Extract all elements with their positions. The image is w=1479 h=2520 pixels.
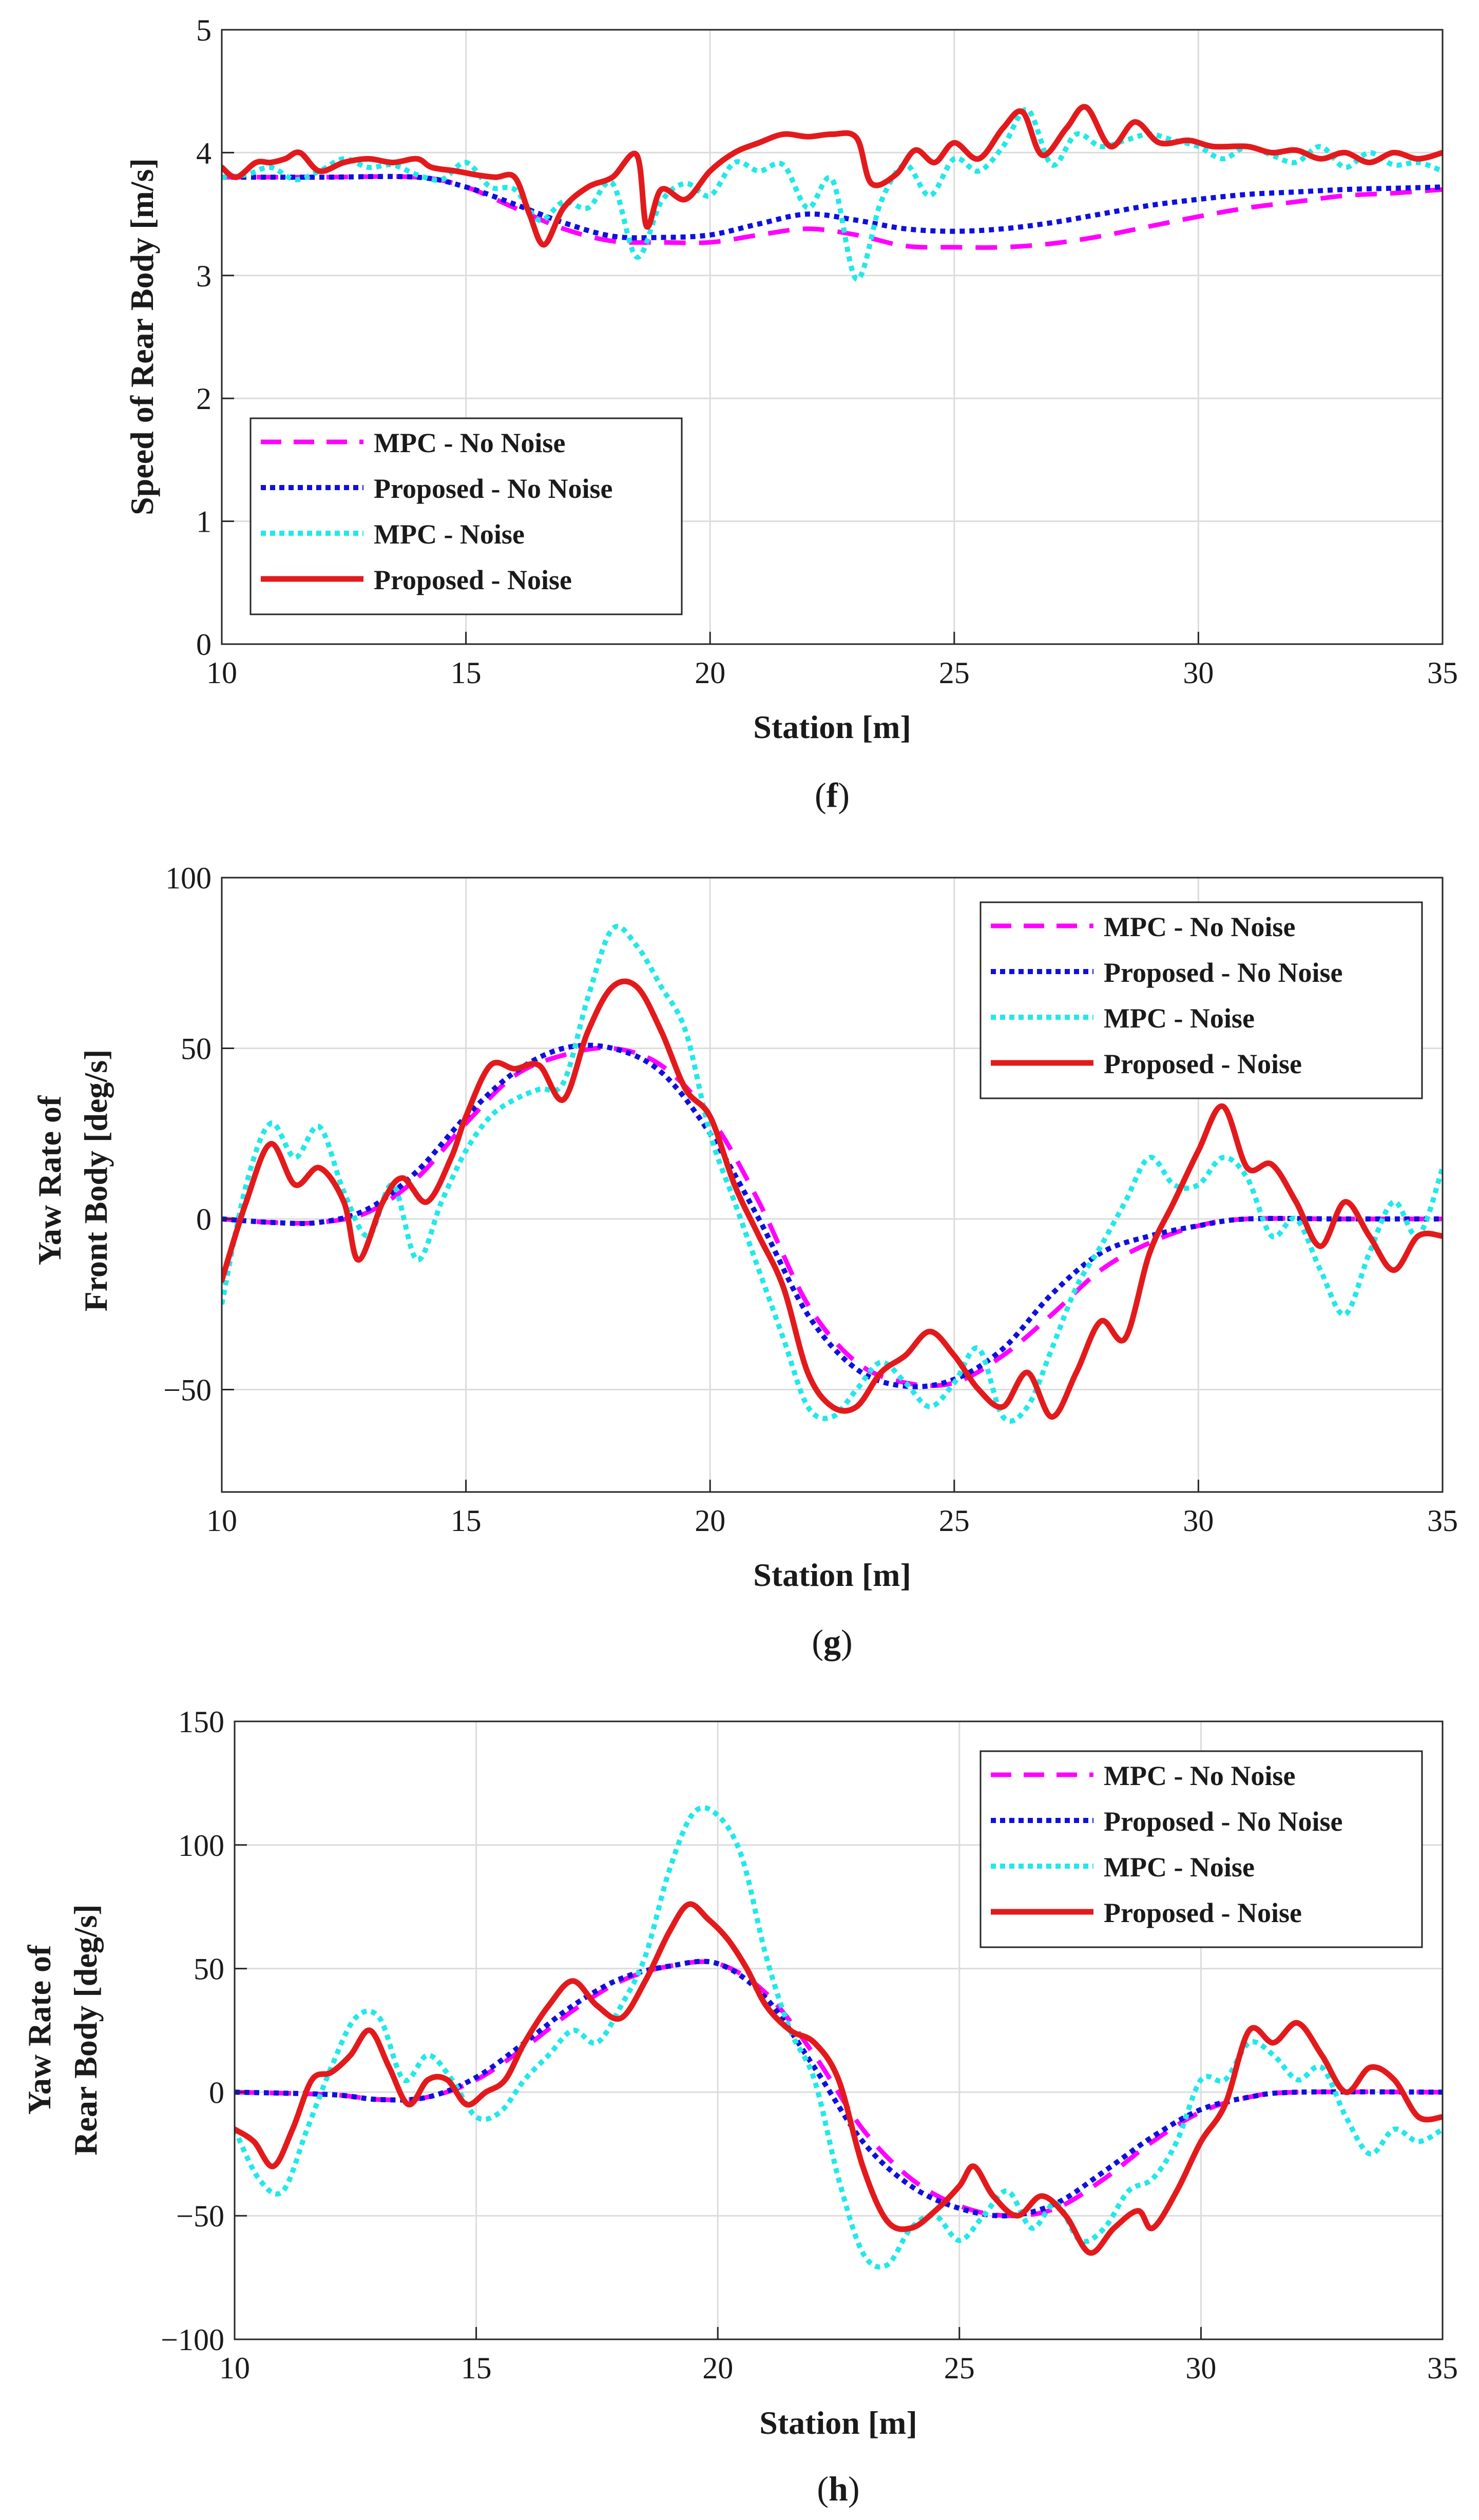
panel-label-g: (g) <box>812 1622 852 1661</box>
plot-area-h <box>235 1805 1443 2270</box>
legend-g-label-2: Proposed - No Noise <box>1104 957 1343 988</box>
y-tick-label: 100 <box>165 861 212 895</box>
ticks-g: 10 15 20 25 30 35 −50 0 50 100 <box>163 861 1458 1538</box>
legend-h-label-3: MPC - Noise <box>1104 1852 1255 1883</box>
x-tick-label: 15 <box>451 656 482 690</box>
panel-g-yaw-rate-front-body: 10 15 20 25 30 35 −50 0 50 100 Station [m] Yaw Ra… <box>31 861 1458 1661</box>
x-tick-label: 30 <box>1183 1504 1214 1538</box>
legend-h: MPC - No Noise Proposed - No Noise MPC -… <box>979 1750 1423 1948</box>
y-tick-label: 0 <box>196 628 212 662</box>
x-axis-label-h: Station [m] <box>759 2405 917 2441</box>
x-tick-label: 30 <box>1183 656 1214 690</box>
plot-area-g <box>222 924 1443 1424</box>
legend-h-label-4: Proposed - Noise <box>1104 1897 1302 1928</box>
series-line-mpc-noise <box>235 1805 1443 2270</box>
ticks-f: 10 15 20 25 30 35 0 1 2 3 4 5 <box>196 13 1458 690</box>
x-tick-label: 10 <box>206 656 237 690</box>
legend-g-label-1: MPC - No Noise <box>1104 912 1295 942</box>
x-tick-label: 30 <box>1185 2351 1216 2385</box>
panel-h-yaw-rate-rear-body: 10 15 20 25 30 35 −100 −50 0 50 100 150 Station [m]… <box>21 1705 1458 2508</box>
x-tick-label: 25 <box>939 1504 970 1538</box>
axes-box-g <box>221 877 1444 1493</box>
series-line-proposed-noise <box>222 978 1443 1420</box>
y-axis-label-h-line-1: Yaw Rate of <box>21 1945 57 2115</box>
x-tick-label: 25 <box>939 656 970 690</box>
y-tick-label: 0 <box>196 1203 212 1236</box>
series-line-mpc-no-noise <box>235 1959 1443 2218</box>
legend-f-label-1: MPC - No Noise <box>374 428 565 458</box>
x-axis-label-f: Station [m] <box>753 709 911 745</box>
legend-f-label-3: MPC - Noise <box>374 519 525 550</box>
panel-label-f: (f) <box>815 776 850 815</box>
y-tick-label: 150 <box>178 1705 224 1739</box>
x-tick-label: 35 <box>1427 656 1458 690</box>
series-line-proposed-noise <box>235 1901 1443 2256</box>
y-tick-label: 50 <box>194 1952 224 1986</box>
y-tick-label: −50 <box>163 1373 212 1407</box>
legend-g-label-4: Proposed - Noise <box>1104 1049 1302 1079</box>
x-tick-label: 35 <box>1427 2351 1458 2385</box>
x-tick-label: 10 <box>206 1504 237 1538</box>
x-axis-label-g: Station [m] <box>753 1557 911 1593</box>
series-line-proposed-no-noise <box>222 173 1443 241</box>
series-line-mpc-noise <box>222 924 1443 1424</box>
y-axis-label-g-line-1: Yaw Rate of <box>31 1095 68 1265</box>
x-tick-label: 20 <box>695 1504 725 1538</box>
axes-box-h <box>234 1720 1444 2340</box>
legend-h-label-2: Proposed - No Noise <box>1104 1806 1343 1837</box>
x-tick-label: 25 <box>944 2351 975 2385</box>
legend-f-label-4: Proposed - Noise <box>374 565 572 595</box>
series-line-proposed-noise <box>222 104 1443 248</box>
y-axis-label-f: Speed of Rear Body [m/s] <box>124 158 160 515</box>
legend-f: MPC - No Noise Proposed - No Noise MPC -… <box>249 417 683 615</box>
y-tick-label: −100 <box>161 2323 224 2357</box>
legend-h-label-1: MPC - No Noise <box>1104 1760 1295 1791</box>
series-line-proposed-no-noise <box>235 1959 1443 2219</box>
y-axis-label-h-line-2: Rear Body [deg/s] <box>67 1904 104 2155</box>
x-tick-label: 20 <box>702 2351 733 2385</box>
y-tick-label: 5 <box>196 13 212 47</box>
y-tick-label: 2 <box>196 382 212 416</box>
legend-f-label-2: Proposed - No Noise <box>374 473 613 504</box>
y-tick-label: 100 <box>178 1829 224 1863</box>
legend-g-label-3: MPC - Noise <box>1104 1003 1255 1034</box>
series-line-mpc-noise <box>222 107 1443 282</box>
axes-box-f <box>221 29 1444 645</box>
series-line-mpc-no-noise <box>222 1045 1443 1388</box>
series-line-proposed-no-noise <box>222 1042 1443 1389</box>
plot-area-f <box>222 104 1443 282</box>
x-tick-label: 20 <box>695 656 725 690</box>
y-tick-label: 1 <box>196 505 212 539</box>
y-axis-label-g-line-2: Front Body [deg/s] <box>78 1050 114 1312</box>
x-tick-label: 15 <box>451 1504 482 1538</box>
y-tick-label: 0 <box>209 2076 224 2109</box>
x-tick-label: 15 <box>461 2351 492 2385</box>
y-tick-label: 50 <box>181 1032 212 1066</box>
y-tick-label: −50 <box>176 2199 224 2233</box>
panel-label-h: (h) <box>817 2469 859 2508</box>
ticks-h: 10 15 20 25 30 35 −100 −50 0 50 100 150 <box>161 1705 1458 2385</box>
y-tick-label: 3 <box>196 259 212 293</box>
x-tick-label: 35 <box>1427 1504 1458 1538</box>
legend-g: MPC - No Noise Proposed - No Noise MPC -… <box>979 901 1423 1099</box>
x-tick-label: 10 <box>219 2351 250 2385</box>
y-tick-label: 4 <box>196 136 212 170</box>
panel-f-speed-rear-body: 10 15 20 25 30 35 0 1 2 3 4 5 Station [m] Speed of … <box>124 13 1458 815</box>
